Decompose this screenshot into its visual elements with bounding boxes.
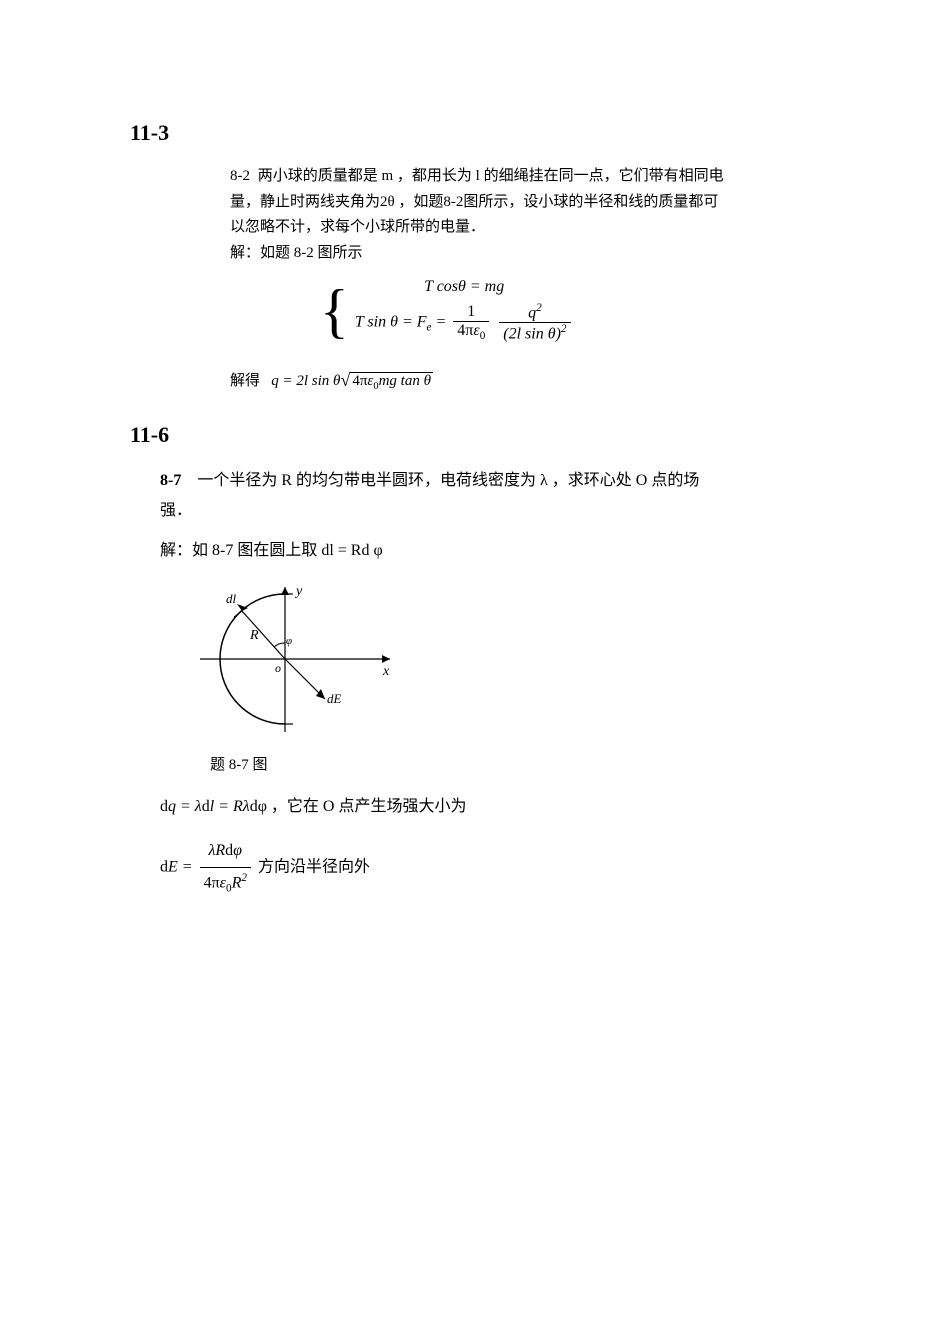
problem-text-line3: 以忽略不计，求每个小球所带的电量． xyxy=(230,219,485,235)
eq-row-2: T sin θ = Fe = 1 4πε0 q2 (2l sin θ)2 xyxy=(355,302,574,344)
problem-label: 8-2 xyxy=(230,168,250,184)
dE-den-a: 4π xyxy=(204,874,220,891)
result-sqrt-c: mg tan θ xyxy=(379,373,431,389)
result-sqrt-a: 4π xyxy=(352,373,367,389)
eq-row-1: T cosθ = mg xyxy=(355,278,574,296)
result-line: 解得 q = 2l sin θ√4πε0mg tan θ xyxy=(230,369,810,392)
brace-icon: { xyxy=(320,287,349,335)
frac1-den-a: 4π xyxy=(457,322,473,339)
problem-text2-line2: 强． xyxy=(160,502,192,519)
dq-f: φ ，它在 O 点产生场强大小为 xyxy=(258,798,467,815)
diagram-container: y x dl R o φ dE xyxy=(190,577,810,747)
eq2-lhs: T sin θ = F xyxy=(355,314,427,331)
equation-system: { T cosθ = mg T sin θ = Fe = 1 4πε0 q2 (… xyxy=(320,278,810,344)
eq2-mid: = xyxy=(432,314,451,331)
dq-b: q = λ xyxy=(168,798,202,815)
o-label: o xyxy=(275,661,281,675)
frac2-num-a: q xyxy=(528,304,536,321)
dE-label: dE xyxy=(327,691,342,706)
dl-arrow-icon xyxy=(237,604,248,611)
dl-label: dl xyxy=(226,591,237,606)
result-label: 解得 xyxy=(230,373,260,389)
y-label: y xyxy=(294,584,303,599)
dE-num-c: φ xyxy=(233,842,242,859)
problem-text-line1: 两小球的质量都是 m ，都用长为 l 的细绳挂在同一点，它们带有相同电 xyxy=(258,168,724,184)
section-header-1: 11-3 xyxy=(130,120,810,146)
dE-arrow-icon xyxy=(316,689,325,699)
dE-prefix: d xyxy=(160,858,168,875)
dq-a: d xyxy=(160,798,168,815)
dE-equation: dE = λRdφ 4πε0R2 方向沿半径向外 xyxy=(160,836,790,899)
dE-num-b: d xyxy=(225,842,233,859)
semicircle-diagram: y x dl R o φ dE xyxy=(190,577,420,742)
phi-label: φ xyxy=(286,635,292,647)
problem-8-7: 8-7 一个半径为 R 的均匀带电半圆环，电荷线密度为 λ ，求环心处 O 点的… xyxy=(160,466,790,527)
section-header-2: 11-6 xyxy=(130,422,810,448)
dE-den-c: R xyxy=(232,874,242,891)
x-label: x xyxy=(382,664,390,679)
problem-text2-line1: 一个半径为 R 的均匀带电半圆环，电荷线密度为 λ ，求环心处 O 点的场 xyxy=(197,472,699,489)
solution-8-7: 解：如 8-7 图在圆上取 dl = Rd φ xyxy=(160,536,790,566)
dq-e: d xyxy=(250,798,258,815)
frac-2: q2 (2l sin θ)2 xyxy=(499,302,570,344)
result-eq-a: q = 2l sin θ xyxy=(271,373,340,389)
frac2-den-a: (2l sin θ) xyxy=(503,326,561,343)
problem-text-line2: 量，静止时两线夹角为2θ ，如题8-2图所示，设小球的半径和线的质量都可 xyxy=(230,194,718,210)
dq-c: d xyxy=(202,798,210,815)
problem-label-2: 8-7 xyxy=(160,472,181,489)
dq-d: l = Rλ xyxy=(210,798,250,815)
dq-line: dq = λdl = Rλdφ ，它在 O 点产生场强大小为 xyxy=(160,792,790,822)
phi-arc xyxy=(274,643,285,647)
solution-label-2: 解：如 8-7 图在圆上取 dl = Rd φ xyxy=(160,542,383,559)
dE-lhs: E = xyxy=(168,858,197,875)
diagram-caption: 题 8-7 图 xyxy=(210,753,810,774)
frac1-num: 1 xyxy=(467,303,475,320)
frac-1: 1 4πε0 xyxy=(453,303,489,342)
solution-label: 解：如题 8-2 图所示 xyxy=(230,245,363,261)
dE-frac: λRdφ 4πε0R2 xyxy=(200,836,251,899)
x-arrow-icon xyxy=(382,655,390,663)
eq1-text: T cosθ = mg xyxy=(424,278,504,295)
R-label: R xyxy=(249,628,259,643)
dE-suffix: 方向沿半径向外 xyxy=(258,858,370,875)
dE-num-a: λR xyxy=(208,842,225,859)
frac1-den-sub: 0 xyxy=(480,330,486,342)
problem-8-2: 8-2 两小球的质量都是 m ，都用长为 l 的细绳挂在同一点，它们带有相同电 … xyxy=(230,164,790,266)
radius-line xyxy=(242,611,285,659)
